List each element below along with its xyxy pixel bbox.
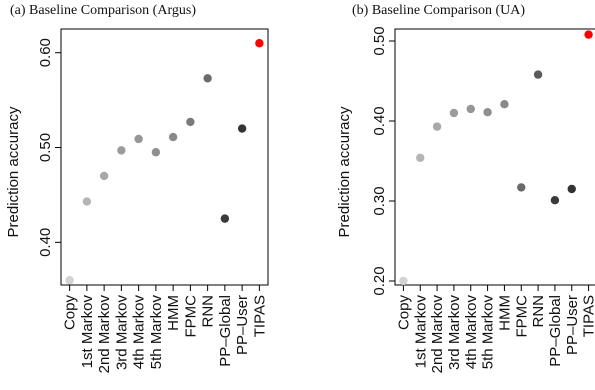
data-point-a-9: [220, 214, 230, 223]
x-tick-label-b-3: 3rd Markov: [446, 295, 463, 371]
x-tick-label-b-11: TIPAS: [581, 295, 595, 337]
x-tick-label-a-7: FPMC: [182, 295, 199, 338]
x-tick-label-a-8: RNN: [200, 295, 217, 328]
y-tick-label-a: 0.40: [37, 228, 54, 257]
data-point-b-6: [500, 100, 509, 109]
data-point-b-11: [584, 30, 593, 39]
data-point-a-11: [255, 39, 264, 48]
data-point-a-2: [99, 171, 109, 181]
y-axis-label-b: Prediction accuracy: [336, 106, 353, 237]
data-point-b-7: [517, 183, 526, 192]
panel-a: (a) Baseline Comparison (Argus) Predicti…: [5, 3, 269, 374]
x-tick-label-b-1: 1st Markov: [412, 295, 429, 369]
x-tick-label-a-1: 1st Markov: [79, 295, 96, 369]
y-tick-label-b: 0.20: [371, 266, 388, 295]
x-tick-label-a-9: PP–Global: [217, 295, 234, 367]
data-point-a-8: [203, 74, 212, 83]
y-axis-label-a: Prediction accuracy: [5, 106, 22, 237]
data-point-b-8: [533, 70, 543, 79]
y-tick-label-b: 0.50: [371, 26, 388, 55]
x-tick-label-a-6: HMM: [165, 295, 182, 331]
data-point-b-5: [483, 108, 492, 117]
data-point-b-9: [550, 196, 560, 205]
y-tick-label-a: 0.50: [37, 133, 54, 162]
data-point-a-5: [151, 148, 161, 157]
data-point-b-3: [449, 108, 459, 118]
y-tick-label-b: 0.40: [371, 106, 388, 135]
data-point-b-2: [432, 122, 442, 131]
y-tick-label-a: 0.60: [37, 38, 54, 67]
chart-title-b: (b) Baseline Comparison (UA): [352, 3, 525, 18]
x-tick-label-b-0: Copy: [395, 295, 412, 331]
x-tick-label-a-2: 2nd Markov: [96, 295, 113, 374]
x-tick-label-b-9: PP–Global: [547, 295, 564, 367]
x-tick-label-b-7: FPMC: [513, 295, 530, 338]
data-point-a-10: [237, 124, 247, 133]
x-tick-label-a-0: Copy: [62, 295, 79, 331]
data-point-a-4: [134, 134, 143, 144]
x-tick-label-a-11: TIPAS: [251, 295, 268, 337]
data-point-a-7: [186, 117, 195, 127]
plot-area-a: [60, 28, 269, 286]
data-point-a-6: [168, 132, 178, 142]
data-point-a-1: [82, 197, 92, 206]
x-tick-label-b-2: 2nd Markov: [429, 295, 446, 374]
x-tick-label-b-10: PP–User: [564, 295, 581, 355]
data-point-a-0: [65, 276, 74, 285]
x-tick-label-a-10: PP–User: [234, 295, 251, 355]
x-tick-label-a-3: 3rd Markov: [113, 295, 130, 371]
data-point-b-0: [399, 276, 408, 286]
x-tick-label-b-4: 4th Markov: [463, 295, 480, 370]
x-tick-label-b-5: 5th Markov: [480, 295, 497, 370]
plot-area-b: [394, 28, 595, 286]
chart-title-a: (a) Baseline Comparison (Argus): [10, 3, 196, 18]
x-tick-label-a-5: 5th Markov: [148, 295, 165, 370]
data-point-b-4: [466, 104, 475, 114]
x-tick-label-b-8: RNN: [530, 295, 547, 328]
data-point-b-10: [567, 184, 576, 194]
x-tick-label-a-4: 4th Markov: [131, 295, 148, 370]
data-point-a-3: [117, 146, 126, 155]
data-point-b-1: [416, 153, 425, 162]
panel-b: (b) Baseline Comparison (UA) Prediction …: [336, 3, 595, 373]
y-tick-label-b: 0.30: [371, 186, 388, 215]
x-tick-label-b-6: HMM: [496, 295, 513, 331]
